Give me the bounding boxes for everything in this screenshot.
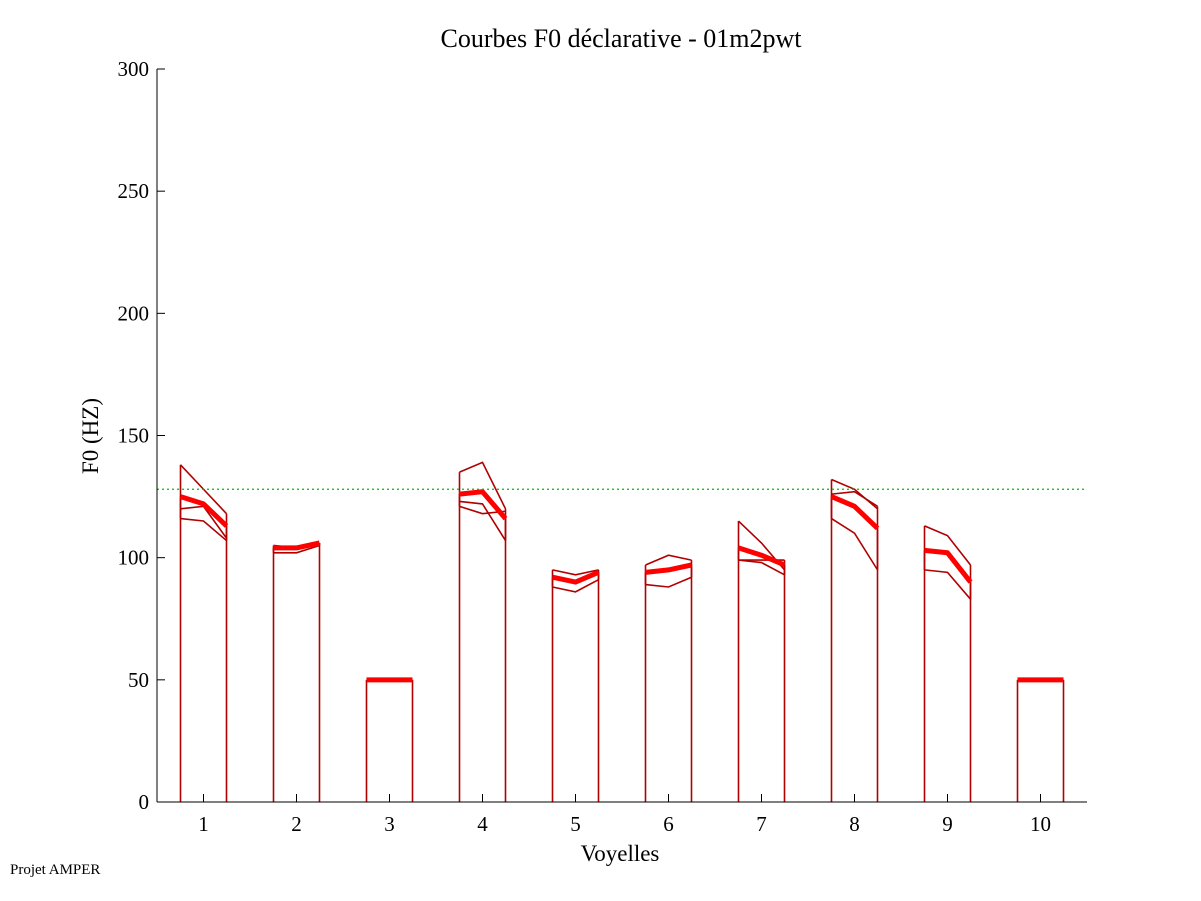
x-tick-label-4: 4 xyxy=(477,812,488,836)
vowel-1-curve-3 xyxy=(180,517,228,542)
vowel-4-curve-3 xyxy=(459,500,507,541)
vowel-5-mean-curve xyxy=(551,570,600,585)
vowel-5-curve-2 xyxy=(552,578,599,593)
vowel-6-mean-curve xyxy=(645,562,693,575)
vowel-5-curve-1 xyxy=(552,569,599,576)
vowel-2-mean-curve xyxy=(273,540,321,551)
y-axis-title: F0 (HZ) xyxy=(78,398,103,474)
x-tick-label-5: 5 xyxy=(570,812,581,836)
y-tick-label-250: 250 xyxy=(118,179,150,203)
vowel-8-curve-2 xyxy=(831,490,878,508)
y-tick-label-150: 150 xyxy=(118,424,150,448)
x-tick-label-6: 6 xyxy=(663,812,674,836)
vowel-1-mean-curve xyxy=(179,494,229,528)
vowel-7-mean-curve xyxy=(737,545,786,568)
vowel-4-mean-curve xyxy=(459,489,508,521)
x-tick-label-3: 3 xyxy=(384,812,395,836)
x-axis-title: Voyelles xyxy=(581,841,660,866)
vowel-2-curve-2 xyxy=(273,544,320,554)
vowel-6-curve-2 xyxy=(645,576,692,588)
x-tick-label-10: 10 xyxy=(1030,812,1051,836)
vowel-8-mean-curve xyxy=(830,494,880,531)
y-tick-label-0: 0 xyxy=(139,790,150,814)
vowel-9-curve-2 xyxy=(924,569,972,600)
y-tick-label-200: 200 xyxy=(118,301,150,325)
vowel-9-mean-curve xyxy=(924,547,973,584)
axes xyxy=(156,69,1087,803)
x-tick-label-7: 7 xyxy=(756,812,767,836)
x-tick-label-8: 8 xyxy=(849,812,860,836)
vowel-bars xyxy=(179,464,1065,802)
footer-note: Projet AMPER xyxy=(10,862,101,878)
x-tick-label-1: 1 xyxy=(198,812,209,836)
x-tick-label-9: 9 xyxy=(942,812,953,836)
vowel-4-curve-1 xyxy=(459,461,507,510)
y-tick-label-100: 100 xyxy=(118,546,150,570)
x-tick-label-2: 2 xyxy=(291,812,302,836)
vowel-6-curve-1 xyxy=(645,554,692,566)
vowel-7-curve-3 xyxy=(738,559,785,576)
y-tick-label-50: 50 xyxy=(128,668,149,692)
f0-curves xyxy=(179,461,1064,683)
vowel-9-curve-1 xyxy=(924,525,972,566)
y-tick-label-300: 300 xyxy=(118,57,150,81)
vowel-8-curve-3 xyxy=(831,517,879,571)
chart-title: Courbes F0 déclarative - 01m2pwt xyxy=(440,24,802,53)
